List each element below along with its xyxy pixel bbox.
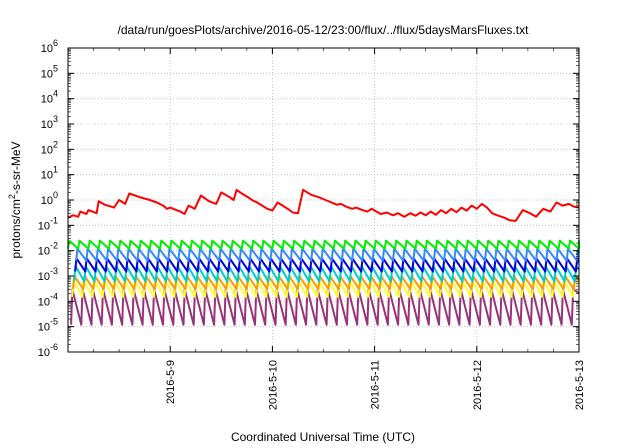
x-tick-label: 2016-5-10 — [267, 360, 279, 410]
series-line — [70, 288, 580, 326]
y-tick-label: 104 — [41, 89, 58, 106]
y-tick-label: 102 — [41, 139, 58, 156]
chart-title: /data/run/goesPlots/archive/2016-05-12/2… — [118, 23, 530, 37]
x-axis-ticks: 2016-5-9 2016-5-10 2016-5-11 2016-5-12 2016-… — [67, 48, 586, 410]
data-series — [67, 188, 580, 326]
y-tick-label: 106 — [41, 38, 58, 55]
y-axis-ticks: 10-6 10-5 10-4 10-3 10-2 10-1 100 101 102 103 104 1… — [38, 38, 579, 359]
x-axis-label: Coordinated Universal Time (UTC) — [231, 430, 415, 444]
y-tick-label: 101 — [41, 165, 58, 182]
y-tick-label: 10-3 — [38, 266, 58, 283]
y-tick-label: 10-2 — [38, 241, 58, 258]
x-tick-label: 2016-5-9 — [165, 360, 177, 404]
series-line — [75, 247, 580, 262]
y-axis-label: protons/cm2-s-sr-MeV — [7, 141, 23, 258]
series-line — [67, 239, 580, 250]
y-tick-label: 103 — [41, 114, 58, 131]
x-tick-label: 2016-5-13 — [574, 360, 586, 410]
y-tick-label: 10-1 — [38, 215, 58, 232]
y-tick-label: 10-5 — [38, 317, 58, 334]
x-tick-label: 2016-5-12 — [472, 360, 484, 410]
series-line — [67, 188, 580, 222]
y-tick-label: 105 — [41, 63, 58, 80]
series-line — [74, 257, 580, 273]
y-tick-label: 10-6 — [38, 342, 58, 359]
y-tick-label: 100 — [41, 190, 58, 207]
x-tick-label: 2016-5-11 — [370, 360, 382, 409]
y-tick-label: 10-4 — [38, 291, 58, 308]
